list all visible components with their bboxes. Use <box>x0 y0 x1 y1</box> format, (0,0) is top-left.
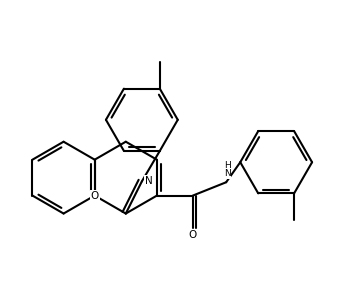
Text: H
N: H N <box>224 161 230 178</box>
Text: O: O <box>91 191 99 201</box>
Text: O: O <box>189 230 197 240</box>
Text: N: N <box>145 176 153 186</box>
